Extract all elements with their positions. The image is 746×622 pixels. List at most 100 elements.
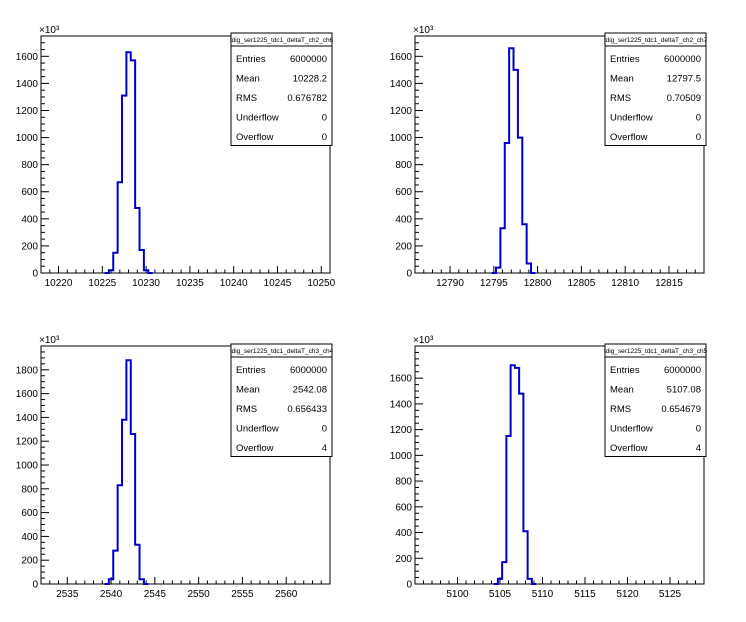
- histogram-bin: [496, 268, 500, 273]
- y-tick-label: 400: [21, 532, 38, 543]
- x-tick-label: 10250: [307, 278, 335, 289]
- y-tick-label: 800: [395, 160, 412, 171]
- y-exponent-label: ×10³: [413, 25, 434, 36]
- stat-value: 12797.5: [667, 74, 701, 85]
- y-tick-label: 1600: [390, 52, 413, 63]
- histogram-bin: [519, 394, 523, 584]
- histogram-title: tdig_ser1225_tdc1_deltaT_ch2_ch7: [604, 37, 708, 44]
- stat-key: Mean: [610, 385, 634, 396]
- stat-key: Underflow: [236, 113, 279, 124]
- stats-box-frame: [230, 343, 333, 457]
- stat-value: 10228.2: [293, 74, 327, 85]
- x-tick-label: 10245: [264, 278, 292, 289]
- stats-box: tdig_ser1225_tdc1_deltaT_ch3_ch5 Entries 6…: [604, 343, 708, 457]
- histogram-bin: [509, 48, 513, 273]
- stat-key: Mean: [236, 385, 260, 396]
- stat-value: 5107.08: [667, 385, 701, 396]
- y-tick-label: 1000: [16, 133, 39, 144]
- y-tick-label: 600: [21, 508, 38, 519]
- stat-value: 6000000: [290, 54, 327, 65]
- histogram-bin: [515, 368, 519, 584]
- y-tick-label: 200: [395, 554, 412, 565]
- x-tick-label: 12805: [567, 278, 595, 289]
- y-tick-label: 600: [395, 187, 412, 198]
- y-tick-label: 200: [395, 241, 412, 252]
- y-tick-label: 0: [406, 269, 412, 280]
- x-tick-label: 10220: [45, 278, 73, 289]
- y-tick-label: 1200: [16, 437, 39, 448]
- stat-key: Overflow: [610, 132, 648, 143]
- x-tick-label: 2535: [56, 589, 79, 600]
- y-tick-label: 1800: [16, 365, 39, 376]
- stat-key: Entries: [610, 54, 640, 65]
- histogram-bin: [498, 579, 502, 584]
- histogram-bin: [131, 434, 135, 584]
- y-tick-label: 200: [21, 241, 38, 252]
- x-tick-label: 10230: [132, 278, 160, 289]
- histogram-bin: [523, 531, 527, 584]
- histogram-bin: [518, 138, 522, 273]
- y-tick-label: 1200: [390, 106, 413, 117]
- stat-key: Entries: [610, 365, 640, 376]
- stat-key: Mean: [610, 74, 634, 85]
- histogram-bin: [122, 420, 126, 584]
- y-tick-label: 200: [21, 556, 38, 567]
- histogram-bin: [522, 224, 526, 273]
- stat-key: Underflow: [610, 113, 653, 124]
- y-tick-label: 1000: [390, 451, 413, 462]
- x-tick-label: 12790: [436, 278, 464, 289]
- y-exponent-label: ×10³: [39, 335, 60, 346]
- histogram-bin: [109, 579, 113, 584]
- stat-value: 0: [322, 113, 327, 124]
- x-tick-label: 5110: [532, 589, 554, 600]
- stats-box: tdig_ser1225_tdc1_deltaT_ch2_ch6 Entries 6…: [230, 32, 334, 146]
- histogram-series: [493, 364, 537, 585]
- stat-value: 0.656433: [287, 404, 327, 415]
- y-tick-label: 1600: [16, 389, 39, 400]
- stats-box-frame: [604, 343, 707, 457]
- y-tick-label: 600: [21, 187, 38, 198]
- y-tick-label: 800: [21, 160, 38, 171]
- y-tick-label: 1200: [390, 425, 413, 436]
- stat-value: 0: [696, 132, 701, 143]
- histogram-bin: [135, 545, 139, 584]
- stats-box: tdig_ser1225_tdc1_deltaT_ch2_ch7 Entries 6…: [604, 32, 708, 146]
- histogram-title: tdig_ser1225_tdc1_deltaT_ch2_ch6: [230, 37, 334, 44]
- x-tick-label: 10225: [88, 278, 116, 289]
- histogram-bin: [140, 250, 144, 273]
- y-tick-label: 400: [395, 214, 412, 225]
- x-tick-label: 5125: [659, 589, 682, 600]
- y-tick-label: 1200: [16, 106, 39, 117]
- x-tick-label: 2560: [275, 589, 298, 600]
- stat-key: RMS: [610, 404, 631, 415]
- histogram-bin: [131, 60, 135, 273]
- stat-key: RMS: [236, 93, 257, 104]
- histogram-series: [104, 51, 153, 274]
- histogram-bin: [144, 270, 148, 273]
- x-tick-label: 12810: [611, 278, 639, 289]
- histogram-bin: [140, 579, 144, 584]
- stat-value: 0.676782: [287, 93, 327, 104]
- stat-key: Overflow: [236, 132, 274, 143]
- histogram-bin: [502, 562, 506, 584]
- histogram-bin: [135, 208, 139, 273]
- histogram-title: tdig_ser1225_tdc1_deltaT_ch3_ch5: [604, 348, 708, 355]
- y-tick-label: 0: [32, 269, 38, 280]
- histogram-bin: [126, 360, 130, 584]
- y-tick-label: 1000: [390, 133, 413, 144]
- histogram-bin: [527, 264, 531, 273]
- stat-key: Mean: [236, 74, 260, 85]
- histogram-bin: [506, 436, 510, 584]
- y-tick-label: 0: [32, 580, 38, 591]
- stat-value: 0: [322, 424, 327, 435]
- x-tick-label: 12815: [655, 278, 683, 289]
- histogram-title: tdig_ser1225_tdc1_deltaT_ch3_ch4: [230, 348, 334, 355]
- x-tick-label: 5120: [616, 589, 639, 600]
- stat-value: 0: [696, 424, 701, 435]
- x-tick-label: 2540: [100, 589, 123, 600]
- y-exponent-label: ×10³: [39, 25, 60, 36]
- histogram-bin: [118, 485, 122, 584]
- stat-value: 0: [322, 132, 327, 143]
- x-tick-label: 2545: [144, 589, 167, 600]
